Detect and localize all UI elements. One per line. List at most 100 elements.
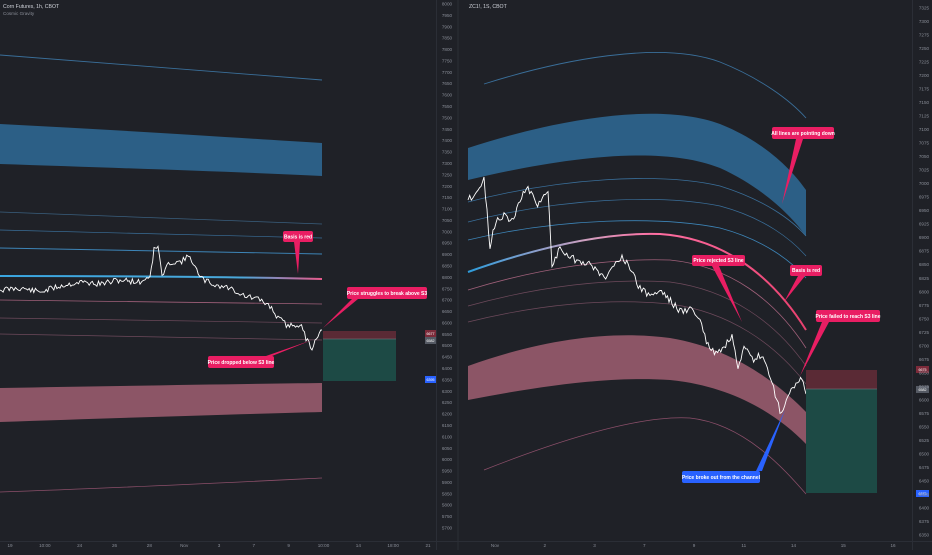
svg-text:6395: 6395 (427, 378, 435, 382)
left-outer-bottom-line (0, 477, 323, 493)
left-y-tick-40: 6000 (442, 457, 453, 462)
right-price-tag-2: 6582 (916, 386, 929, 393)
svg-text:6375: 6375 (919, 492, 927, 496)
left-annotation-basis-red-text: Basis is red (284, 235, 312, 241)
right-y-tick-25: 6700 (919, 343, 930, 348)
right-y-tick-8: 7125 (919, 114, 930, 119)
right-y-tick-20: 6825 (919, 276, 930, 281)
right-y-tick-19: 6850 (919, 262, 930, 267)
right-x-axis: Nov 2 3 7 9 11 14 15 16 (491, 543, 896, 548)
left-target-zone (323, 339, 396, 381)
left-y-tick-7: 7650 (442, 81, 453, 86)
right-y-tick-30: 6575 (919, 411, 930, 416)
right-chart: All lines are pointing down Price reject… (467, 4, 930, 548)
right-y-tick-38: 6375 (919, 519, 930, 524)
left-y-tick-44: 5800 (442, 503, 453, 508)
left-x-axis: 19 10:00 24 26 28 Nov 3 7 9 10:00 14 18:00 21 (7, 543, 431, 548)
svg-text:6677: 6677 (427, 332, 435, 336)
right-y-tick-28: 6625 (919, 384, 930, 389)
right-y-tick-35: 6450 (919, 478, 930, 483)
left-y-tick-43: 5850 (442, 491, 453, 496)
right-x-tick-5: 11 (741, 543, 746, 548)
left-x-tick-1: 10:00 (39, 543, 51, 548)
left-y-tick-3: 7850 (442, 36, 453, 41)
left-price-line (0, 245, 323, 351)
left-y-tick-13: 7350 (442, 150, 453, 155)
left-x-tick-4: 28 (147, 543, 153, 548)
right-y-tick-13: 7000 (919, 181, 930, 186)
left-y-tick-9: 7550 (442, 104, 453, 109)
right-y-tick-34: 6475 (919, 465, 930, 470)
left-y-tick-1: 7950 (442, 13, 453, 18)
left-y-tick-19: 7050 (442, 218, 453, 223)
right-lower-band (468, 335, 806, 444)
left-y-tick-37: 6150 (442, 423, 453, 428)
left-y-tick-18: 7100 (442, 207, 453, 212)
left-y-tick-15: 7250 (442, 172, 453, 177)
left-y-tick-46: 5700 (442, 526, 453, 531)
right-x-tick-7: 15 (841, 543, 847, 548)
left-stop-zone (323, 331, 396, 339)
left-y-tick-2: 7900 (442, 24, 453, 29)
right-y-tick-2: 7275 (919, 33, 930, 38)
right-y-tick-33: 6500 (919, 451, 930, 456)
left-y-tick-35: 6250 (442, 400, 453, 405)
right-annotation-basis-red-text: Basis is red (792, 268, 820, 274)
left-band-line-1 (0, 211, 323, 225)
right-price-tag: 6675 (916, 366, 929, 373)
left-x-tick-12: 21 (425, 543, 431, 548)
left-x-tick-8: 9 (287, 543, 290, 548)
left-price-tag: 6677 (425, 330, 436, 337)
right-y-tick-11: 7050 (919, 154, 930, 159)
left-y-tick-29: 6550 (442, 332, 453, 337)
left-y-tick-23: 6850 (442, 264, 453, 269)
left-x-tick-7: 7 (253, 543, 256, 548)
right-annotation-lines-down-text: All lines are pointing down (771, 131, 835, 137)
left-annotation-struggles-text: Price struggles to break above S3 (347, 291, 428, 297)
left-y-tick-31: 6450 (442, 355, 453, 360)
right-y-tick-0: 7325 (919, 6, 930, 11)
right-target-zone (806, 389, 877, 493)
left-annotation-dropped-text: Price dropped below S3 line (208, 360, 275, 366)
right-x-tick-2: 3 (593, 543, 596, 548)
right-upper-band (468, 113, 806, 236)
right-y-tick-14: 6975 (919, 195, 930, 200)
right-y-tick-31: 6550 (919, 424, 930, 429)
left-y-axis: 8000 7950 7900 7850 7800 7750 7700 7650 7600 7550… (442, 2, 453, 531)
left-x-tick-0: 19 (7, 543, 13, 548)
left-y-tick-34: 6300 (442, 389, 453, 394)
right-s1-line (467, 259, 807, 349)
left-annotation-dropped: Price dropped below S3 line (208, 340, 312, 368)
svg-text:6582: 6582 (427, 339, 435, 343)
right-x-tick-3: 7 (643, 543, 646, 548)
right-x-tick-8: 16 (890, 543, 896, 548)
right-y-tick-22: 6775 (919, 303, 930, 308)
left-y-tick-12: 7400 (442, 138, 453, 143)
left-y-tick-27: 6650 (442, 309, 453, 314)
left-x-tick-9: 10:00 (318, 543, 330, 548)
right-x-tick-6: 14 (791, 543, 797, 548)
right-y-tick-26: 6675 (919, 357, 930, 362)
right-y-tick-39: 6350 (919, 533, 930, 538)
left-y-tick-32: 6400 (442, 366, 453, 371)
right-s3-line (467, 301, 807, 385)
right-annotation-failed-text: Price failed to reach S3 line (815, 314, 880, 320)
left-y-tick-14: 7300 (442, 161, 453, 166)
left-y-tick-26: 6700 (442, 298, 453, 303)
left-y-tick-5: 7750 (442, 58, 453, 63)
right-y-tick-6: 7175 (919, 87, 930, 92)
right-stop-zone (806, 370, 877, 389)
right-y-tick-12: 7025 (919, 168, 930, 173)
left-y-tick-6: 7700 (442, 70, 453, 75)
right-annotation-broke-out-text: Price broke out from the channel (682, 475, 761, 481)
right-y-tick-37: 6400 (919, 505, 930, 510)
left-annotation-basis-red: Basis is red (283, 231, 313, 274)
left-band-line-3 (0, 247, 323, 255)
right-y-tick-29: 6600 (919, 397, 930, 402)
left-x-tick-6: 3 (218, 543, 221, 548)
right-chart-title: ZC1!, 1S, CBOT (469, 4, 508, 10)
right-y-tick-5: 7200 (919, 73, 930, 78)
left-basis-line (0, 275, 323, 280)
